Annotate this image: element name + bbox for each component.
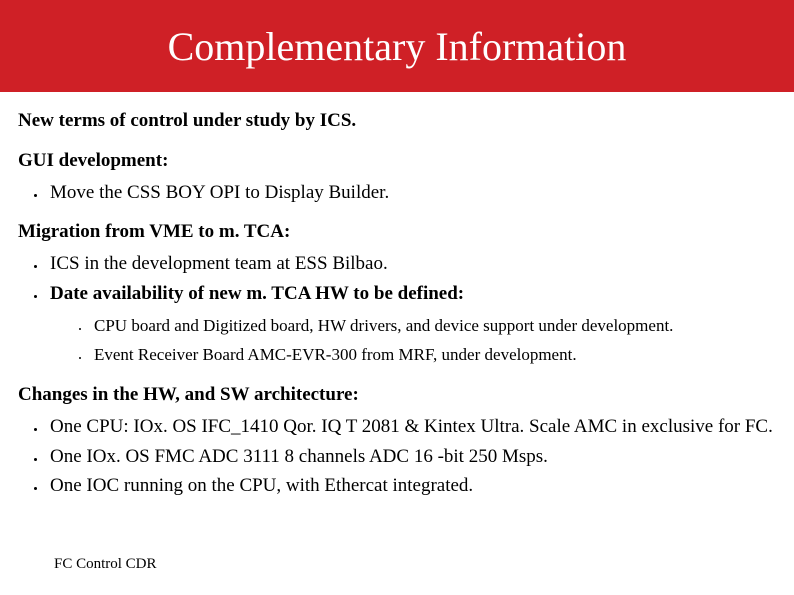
sub-list-item: Event Receiver Board AMC-EVR-300 from MR… — [90, 341, 776, 370]
slide: Complementary Information New terms of c… — [0, 0, 794, 595]
list-item-text: Date availability of new m. TCA HW to be… — [50, 283, 464, 304]
section-heading: Changes in the HW, and SW architecture: — [18, 384, 776, 406]
title-bar: Complementary Information — [0, 0, 794, 92]
list-item: One IOC running on the CPU, with Etherca… — [46, 471, 776, 500]
sub-bullet-list: CPU board and Digitized board, HW driver… — [50, 312, 776, 370]
section-heading: GUI development: — [18, 150, 776, 172]
bullet-list: ICS in the development team at ESS Bilba… — [18, 249, 776, 370]
intro-text: New terms of control under study by ICS. — [18, 110, 776, 132]
list-item: ICS in the development team at ESS Bilba… — [46, 249, 776, 278]
section-heading: Migration from VME to m. TCA: — [18, 221, 776, 243]
list-item: One CPU: IOx. OS IFC_1410 Qor. IQ T 2081… — [46, 412, 776, 441]
list-item: One IOx. OS FMC ADC 3111 8 channels ADC … — [46, 442, 776, 471]
bullet-list: Move the CSS BOY OPI to Display Builder. — [18, 178, 776, 207]
footer-text: FC Control CDR — [54, 556, 157, 573]
list-item: Date availability of new m. TCA HW to be… — [46, 279, 776, 370]
bullet-list: One CPU: IOx. OS IFC_1410 Qor. IQ T 2081… — [18, 412, 776, 500]
sub-list-item: CPU board and Digitized board, HW driver… — [90, 312, 776, 341]
list-item: Move the CSS BOY OPI to Display Builder. — [46, 178, 776, 207]
slide-body: New terms of control under study by ICS.… — [0, 92, 794, 500]
slide-title: Complementary Information — [168, 23, 627, 70]
